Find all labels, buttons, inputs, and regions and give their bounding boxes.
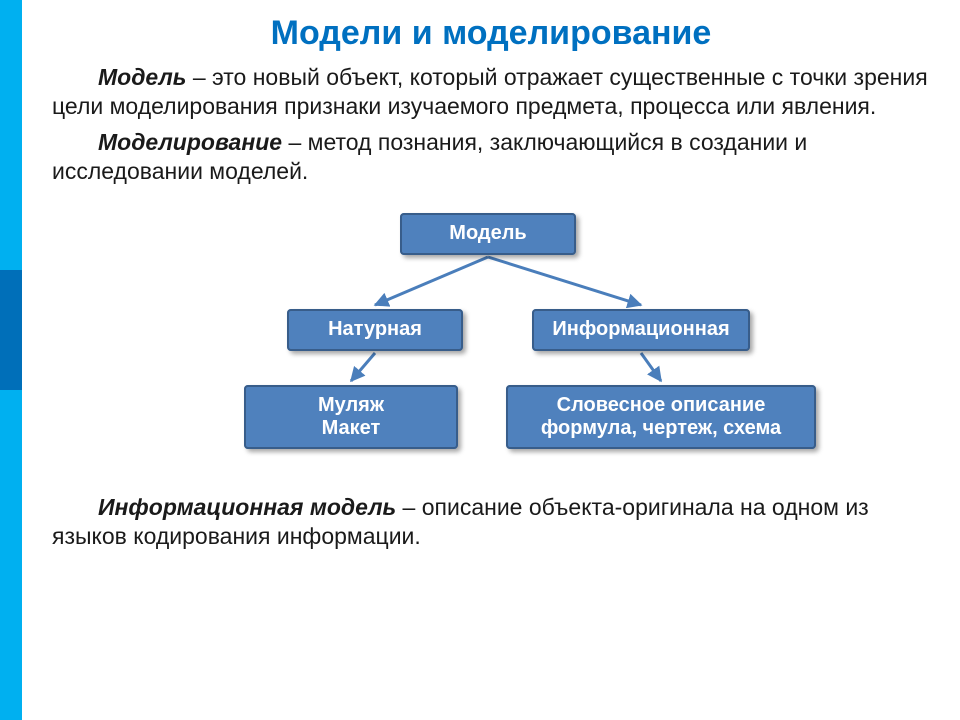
tree-node-right: Информационная bbox=[532, 309, 750, 351]
left-accent-bar bbox=[0, 0, 22, 720]
left-accent-seg-2 bbox=[0, 270, 22, 390]
definition-model: Модель – это новый объект, который отраж… bbox=[52, 63, 930, 122]
slide-content: Модели и моделирование Модель – это новы… bbox=[22, 0, 960, 720]
tree-node-label-root: Модель bbox=[449, 222, 526, 245]
term-model: Модель bbox=[98, 64, 186, 90]
tree-node-label-right: Информационная bbox=[552, 318, 729, 341]
term-modeling: Моделирование bbox=[98, 129, 282, 155]
definition-info-model: Информационная модель – описание объекта… bbox=[52, 493, 930, 552]
tree-node-label-ll: Муляж Макет bbox=[318, 394, 384, 440]
tree-node-label-left: Натурная bbox=[328, 318, 422, 341]
tree-node-ll: Муляж Макет bbox=[244, 385, 458, 449]
definition-modeling: Моделирование – метод познания, заключаю… bbox=[52, 128, 930, 187]
term-info-model: Информационная модель bbox=[98, 494, 396, 520]
model-tree-diagram: Модель Натурная Информационная Муляж Макет С… bbox=[52, 213, 930, 473]
tree-node-rr: Словесное описание формула, чертеж, схем… bbox=[506, 385, 816, 449]
tree-node-label-rr: Словесное описание формула, чертеж, схем… bbox=[541, 394, 781, 440]
slide-title: Модели и моделирование bbox=[52, 14, 930, 53]
tree-node-left: Натурная bbox=[287, 309, 463, 351]
tree-node-root: Модель bbox=[400, 213, 576, 255]
left-accent-seg-3 bbox=[0, 390, 22, 720]
left-accent-seg-1 bbox=[0, 0, 22, 270]
